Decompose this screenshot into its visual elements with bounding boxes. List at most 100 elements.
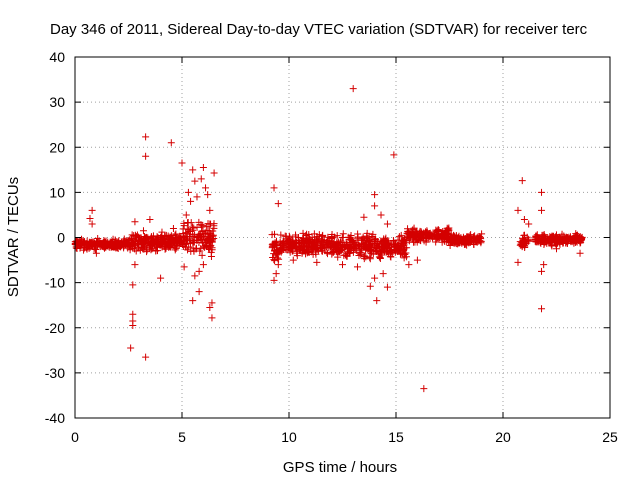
data-point: [289, 256, 297, 264]
y-axis-title: SDTVAR / TECUs: [5, 177, 22, 297]
data-point: [328, 232, 336, 240]
data-point: [440, 236, 448, 244]
data-point: [478, 230, 486, 238]
data-point: [431, 231, 439, 239]
data-point: [366, 282, 374, 290]
x-tick-labels: 0 5 10 15 20 25: [71, 429, 618, 445]
data-point: [434, 233, 442, 241]
data-point: [305, 230, 313, 238]
data-point: [277, 231, 285, 239]
data-point: [371, 191, 379, 199]
data-point: [454, 237, 462, 245]
data-point: [282, 245, 290, 253]
data-point: [576, 249, 584, 257]
data-point: [184, 246, 192, 254]
data-point: [402, 249, 410, 257]
data-point: [199, 261, 207, 269]
data-point: [379, 270, 387, 278]
data-point: [184, 188, 192, 196]
data-point: [539, 237, 547, 245]
data-point: [189, 166, 197, 174]
data-point: [195, 218, 203, 226]
data-point: [332, 241, 340, 249]
data-point: [472, 238, 480, 246]
data-point: [146, 240, 154, 248]
data-point: [208, 314, 216, 322]
data-point: [447, 238, 455, 246]
data-point: [139, 227, 147, 235]
data-point: [416, 236, 424, 244]
data-point: [190, 238, 198, 246]
data-point: [136, 237, 144, 245]
data-point: [192, 244, 200, 252]
data-point: [384, 241, 392, 249]
data-point: [457, 234, 465, 242]
data-point: [296, 240, 304, 248]
x-tick-label: 5: [178, 429, 186, 445]
data-point: [191, 272, 199, 280]
data-point: [207, 252, 215, 260]
data-point: [523, 233, 531, 241]
data-point: [185, 226, 193, 234]
data-point: [393, 247, 401, 255]
data-point: [540, 261, 548, 269]
data-point: [396, 243, 404, 251]
data-point: [193, 223, 201, 231]
data-point: [376, 240, 384, 248]
data-point: [183, 235, 191, 243]
data-point: [206, 206, 214, 214]
y-tick-label: -20: [45, 320, 65, 336]
data-point: [363, 234, 371, 242]
data-point: [160, 235, 168, 243]
data-point: [195, 267, 203, 275]
data-point: [127, 240, 135, 248]
data-point: [371, 202, 379, 210]
data-point: [277, 245, 285, 253]
data-point: [204, 236, 212, 244]
data-point: [380, 235, 388, 243]
data-point: [129, 321, 137, 329]
data-point: [204, 191, 212, 199]
data-point: [187, 197, 195, 205]
data-point: [270, 256, 278, 264]
data-point: [538, 305, 546, 313]
data-point: [538, 267, 546, 275]
chart-title: Day 346 of 2011, Sidereal Day-to-day VTE…: [50, 21, 588, 38]
data-point: [413, 256, 421, 264]
data-point: [341, 251, 349, 259]
data-point: [182, 211, 190, 219]
data-point: [209, 231, 217, 239]
data-point: [547, 240, 555, 248]
data-point: [271, 230, 279, 238]
data-point: [395, 233, 403, 241]
data-point: [129, 281, 137, 289]
data-point: [404, 225, 412, 233]
data-point: [274, 261, 282, 269]
data-point: [518, 177, 526, 185]
data-point: [571, 232, 579, 240]
data-point: [120, 240, 128, 248]
data-point: [202, 184, 210, 192]
data-point: [421, 230, 429, 238]
data-point: [387, 253, 395, 261]
data-point: [564, 234, 572, 242]
data-point: [371, 274, 379, 282]
data-point: [366, 246, 374, 254]
data-point: [272, 270, 280, 278]
data-point: [187, 247, 195, 255]
data-point: [447, 230, 455, 238]
data-point: [113, 243, 121, 251]
data-point: [300, 246, 308, 254]
data-point: [180, 263, 188, 271]
data-point: [302, 239, 310, 247]
data-point: [422, 229, 430, 237]
data-point: [113, 239, 121, 247]
data-point: [139, 245, 147, 253]
data-point: [397, 241, 405, 249]
data-point: [362, 238, 370, 246]
x-tick-label: 10: [281, 429, 297, 445]
data-point: [372, 236, 380, 244]
data-point: [426, 233, 434, 241]
data-point: [197, 235, 205, 243]
data-point: [552, 238, 560, 246]
